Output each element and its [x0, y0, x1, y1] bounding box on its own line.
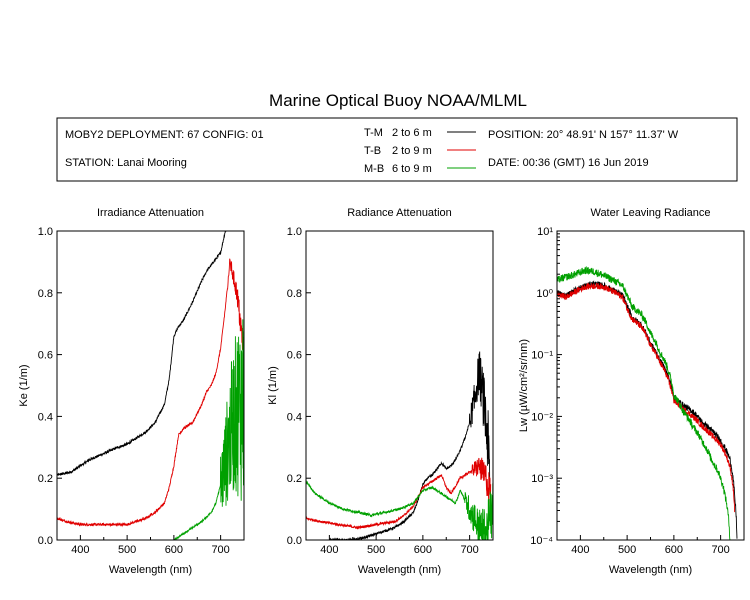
x-tick-label: 700: [711, 544, 729, 556]
y-tick-label: 1.0: [287, 226, 302, 238]
radiance-attenuation-chart: Radiance Attenuation 400 500 600 700 0.0 0.2 0.…: [267, 207, 494, 576]
figure-title: Marine Optical Buoy NOAA/MLML: [269, 91, 527, 110]
x-tick-label: 400: [320, 544, 338, 556]
x-tick-label: 400: [571, 544, 589, 556]
legend-name-tb: T-B: [364, 145, 381, 157]
station-text: STATION: Lanai Mooring: [65, 157, 187, 169]
series-line-t-b: [57, 258, 244, 528]
x-tick-label: 700: [211, 544, 229, 556]
x-tick-label: 700: [460, 544, 478, 556]
series-line-m-b: [173, 319, 244, 540]
y-tick-label: 0.8: [287, 288, 302, 300]
legend-entry-mb: M-B 6 to 9 m: [364, 163, 476, 175]
y-tick-label: 0.6: [287, 350, 302, 362]
x-axis-label: Wavelength (nm): [358, 564, 441, 576]
position-text: POSITION: 20° 48.91' N 157° 11.37' W: [488, 129, 679, 141]
plot-frame: [556, 230, 745, 541]
series-line-t-m: [57, 231, 227, 478]
y-tick-label: 10⁻²: [531, 411, 553, 423]
x-tick-label: 600: [665, 544, 683, 556]
y-tick-label: 0.0: [287, 535, 302, 547]
y-tick-label: 10⁰: [536, 288, 553, 300]
info-box: MOBY2 DEPLOYMENT: 67 CONFIG: 01 STATION:…: [56, 117, 738, 182]
y-tick-label: 0.8: [38, 288, 53, 300]
legend-entry-tb: T-B 2 to 9 m: [364, 145, 476, 157]
series-group: [306, 351, 493, 540]
y-tick-label: 0.2: [287, 473, 302, 485]
x-tick-label: 600: [165, 544, 183, 556]
deployment-text: MOBY2 DEPLOYMENT: 67 CONFIG: 01: [65, 129, 264, 141]
legend: T-M 2 to 6 m T-B 2 to 9 m M-B 6 to 9 m: [364, 127, 476, 175]
y-tick-label: 10⁻⁴: [530, 535, 553, 547]
x-axis-label: Wavelength (nm): [109, 564, 192, 576]
y-tick-label: 0.4: [38, 411, 53, 423]
chart-title: Radiance Attenuation: [347, 207, 452, 219]
y-tick-label: 0.0: [38, 535, 53, 547]
x-axis-label: Wavelength (nm): [609, 564, 692, 576]
series-line-t-b: [557, 282, 736, 513]
y-tick-label: 10⁻³: [531, 473, 553, 485]
water-leaving-radiance-chart: Water Leaving Radiance 400 500 600 700 10¹ 10⁰…: [518, 207, 745, 576]
legend-name-tm: T-M: [364, 127, 383, 139]
legend-name-mb: M-B: [364, 163, 384, 175]
series-line-m-b: [557, 265, 731, 540]
y-axis-label: Ke (1/m): [18, 364, 30, 406]
y-tick-label: 0.6: [38, 350, 53, 362]
date-text: DATE: 00:36 (GMT) 16 Jun 2019: [488, 157, 649, 169]
legend-range-mb: 6 to 9 m: [392, 163, 432, 175]
chart-title: Water Leaving Radiance: [590, 207, 710, 219]
x-tick-label: 500: [367, 544, 385, 556]
legend-range-tm: 2 to 6 m: [392, 127, 432, 139]
y-tick-label: 0.4: [287, 411, 302, 423]
x-tick-label: 500: [618, 544, 636, 556]
series-line-t-m: [557, 280, 738, 539]
x-tick-label: 600: [414, 544, 432, 556]
series-group: [57, 231, 244, 540]
series-group: [557, 265, 738, 540]
legend-range-tb: 2 to 9 m: [392, 145, 432, 157]
chart-title: Irradiance Attenuation: [97, 207, 204, 219]
x-tick-label: 500: [118, 544, 136, 556]
legend-entry-tm: T-M 2 to 6 m: [364, 127, 476, 139]
y-tick-label: 1.0: [38, 226, 53, 238]
plot-frame: [56, 230, 245, 541]
series-line-t-m: [329, 351, 492, 540]
series-line-t-b: [306, 457, 492, 530]
irradiance-attenuation-chart: Irradiance Attenuation 400 500 600 700 0.0 0.2…: [18, 207, 245, 576]
x-tick-label: 400: [71, 544, 89, 556]
y-tick-label: 0.2: [38, 473, 53, 485]
y-axis-label: Lw (µW/cm²/sr/nm): [518, 339, 530, 432]
y-tick-label: 10⁻¹: [531, 350, 553, 362]
series-line-m-b: [306, 479, 493, 540]
y-axis-label: Kl (1/m): [267, 366, 279, 405]
y-tick-label: 10¹: [537, 226, 553, 238]
